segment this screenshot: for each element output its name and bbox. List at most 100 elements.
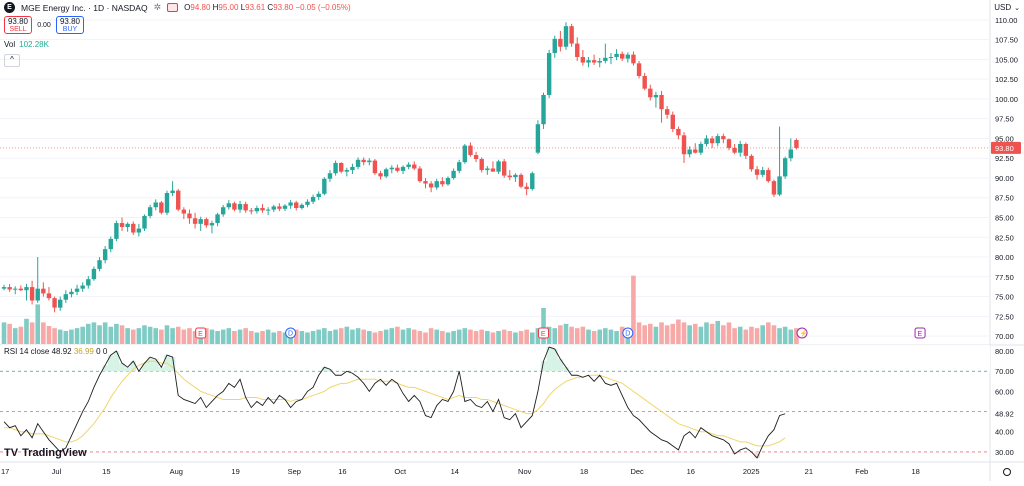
volume-bar (395, 326, 400, 344)
dividend-event-icon[interactable] (285, 327, 297, 339)
rsi-axis-tick: 60.00 (995, 387, 1014, 396)
volume-bar (496, 331, 501, 344)
earnings-event-icon[interactable] (914, 327, 926, 339)
rsi-ma-value: 36.99 (73, 347, 94, 356)
currency-selector[interactable]: USD ⌄ (994, 3, 1020, 12)
volume-bar (704, 322, 709, 344)
volume-bar (614, 331, 619, 344)
volume-bar (788, 329, 794, 344)
volume-bar (119, 325, 125, 344)
volume-bar (192, 331, 198, 344)
earnings-event-icon[interactable] (538, 327, 550, 339)
volume-bar (766, 322, 771, 344)
split-event-icon[interactable] (796, 327, 808, 339)
dividend-event-icon[interactable] (622, 327, 634, 339)
volume-bar (698, 326, 704, 344)
eye-icon[interactable] (167, 3, 179, 12)
price-axis-tick: 70.00 (995, 332, 1014, 341)
volume-bar (344, 326, 350, 344)
last-price-tag (991, 141, 1021, 154)
ohlc-values: O94.80 H95.00 L93.61 C93.80 −0.05 (−0.05… (184, 3, 350, 12)
candle-body (131, 223, 136, 233)
volume-bar (277, 331, 282, 344)
volume-bar (456, 329, 462, 344)
candle-body (715, 136, 720, 144)
candle-body (176, 190, 181, 210)
snowflake-icon[interactable]: ✲ (153, 2, 162, 12)
close-label: C (267, 3, 274, 12)
candle-body (350, 166, 355, 171)
volume-bar (136, 328, 142, 344)
volume-bar (653, 326, 659, 344)
settings-gear-icon[interactable] (1003, 468, 1011, 476)
candle-body (220, 207, 226, 215)
rsi-overbought-fill (107, 355, 114, 372)
volume-bar (485, 331, 490, 344)
candle-body (198, 219, 203, 224)
time-axis-tick: 14 (451, 467, 459, 476)
collapse-legend-button[interactable]: ^ (4, 54, 20, 67)
sell-button[interactable]: 93.80 SELL (4, 16, 32, 34)
candle-body (147, 207, 153, 216)
rsi-overbought-fill (152, 359, 159, 372)
tradingview-mark-icon: TV (4, 447, 19, 459)
volume-bar (265, 329, 271, 344)
candle-body (428, 183, 434, 188)
candle-body (46, 293, 52, 299)
rsi-overbought-fill (557, 359, 564, 372)
volume-bar (271, 332, 277, 344)
candle-body (501, 161, 507, 176)
close-value: 93.80 (273, 3, 294, 12)
volume-bar (406, 328, 411, 344)
volume-bar (41, 322, 46, 344)
volume-bar (248, 331, 254, 344)
buy-price: 93.80 (59, 17, 81, 26)
candle-body (97, 260, 102, 269)
symbol-title[interactable]: MGE Energy Inc. · 1D · NASDAQ (21, 2, 148, 13)
last-price-tag-label: 93.80 (995, 144, 1014, 153)
candle-body (468, 145, 473, 156)
volume-bar (777, 328, 782, 344)
rsi-overbought-fill (147, 357, 153, 372)
candle-body (473, 155, 479, 160)
volume-bar (569, 326, 574, 344)
rsi-overbought-fill (563, 367, 569, 372)
volume-bar (86, 323, 91, 344)
volume-bar (558, 325, 563, 344)
price-axis-tick: 102.50 (995, 75, 1018, 84)
volume-bar (670, 323, 676, 344)
volume-bar (316, 329, 322, 344)
price-axis-tick: 105.00 (995, 55, 1018, 64)
tradingview-logo[interactable]: TV TradingView (4, 447, 87, 459)
rsi-overbought-fill (119, 363, 125, 372)
candle-body (575, 43, 580, 58)
earnings-event-label: E (917, 331, 922, 338)
volume-bar (636, 322, 642, 344)
volume-bar (749, 326, 754, 344)
earnings-event-icon[interactable] (195, 327, 207, 339)
candle-body (119, 223, 125, 227)
candle-body (552, 38, 557, 54)
candle-body (187, 213, 192, 219)
candle-body (535, 124, 541, 153)
volume-bar (743, 329, 749, 344)
rsi-title[interactable]: RSI 14 close (4, 347, 50, 356)
earnings-event-label: E (198, 331, 203, 338)
volume-bar (333, 329, 338, 344)
candle-body (395, 167, 400, 171)
time-axis-tick: Oct (394, 467, 407, 476)
volume-bar (619, 326, 625, 344)
candle-body (625, 54, 631, 59)
candle-body (142, 215, 147, 229)
buy-button[interactable]: 93.80 BUY (56, 16, 84, 34)
time-axis-tick: 16 (687, 467, 695, 476)
time-axis-tick: Dec (630, 467, 644, 476)
price-axis-tick: 72.50 (995, 312, 1014, 321)
volume-bar (322, 328, 327, 344)
volume-bar (260, 331, 265, 344)
price-axis-tick: 107.50 (995, 36, 1018, 45)
volume-bar (24, 318, 29, 344)
candle-body (310, 196, 316, 202)
